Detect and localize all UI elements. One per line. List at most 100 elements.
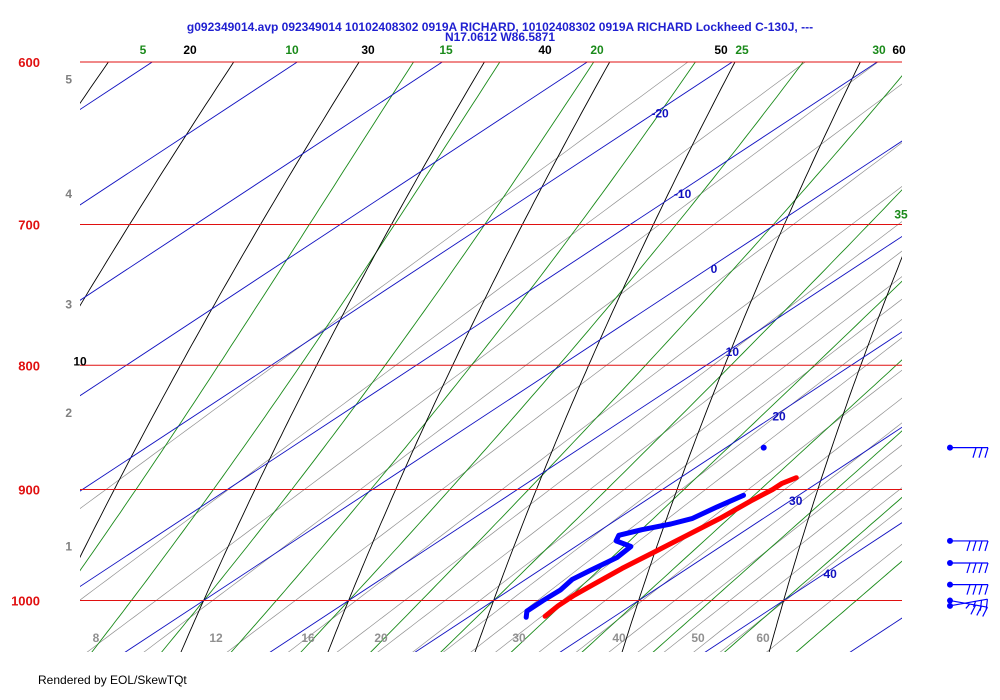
mixing-ratio-label: 40 xyxy=(612,631,626,645)
mixing-ratio-label: 60 xyxy=(756,631,770,645)
isobars xyxy=(80,61,902,602)
isotherm-label: -20 xyxy=(651,106,669,120)
mixing-ratio-line xyxy=(86,62,879,652)
altitude-label: 5 xyxy=(65,72,72,86)
wind-barb xyxy=(947,444,989,458)
mixing-ratio-line xyxy=(80,62,806,601)
isotherm-line xyxy=(704,522,902,652)
mixing-ratio-line xyxy=(143,83,902,652)
render-credit: Rendered by EOL/SkewTQt xyxy=(38,673,187,687)
mixing-ratio-line xyxy=(377,250,902,652)
mixing-ratio-line xyxy=(80,62,689,510)
wind-barb-flag xyxy=(984,584,989,595)
moist-adiabat-line xyxy=(724,496,902,652)
isotherm-label: 30 xyxy=(789,494,803,508)
wind-barb xyxy=(947,537,989,552)
isotherm-line xyxy=(269,235,902,652)
moist-adiabat-line xyxy=(80,62,415,572)
altitude-label: 2 xyxy=(65,406,72,420)
moist-adiabat-label: 30 xyxy=(872,43,886,57)
wind-barb-flag xyxy=(966,562,971,574)
dry-adiabat-label: 50 xyxy=(714,43,728,57)
dry-adiabat-line xyxy=(621,62,861,652)
dry-adiabat-line xyxy=(327,62,611,652)
wind-barb xyxy=(947,581,989,595)
pressure-label: 1000 xyxy=(11,594,40,609)
wind-barb xyxy=(947,559,989,574)
isotherm-line xyxy=(80,62,444,301)
mixing-ratio-label: 50 xyxy=(691,631,705,645)
mixing-ratio-line xyxy=(442,298,902,652)
mixing-ratio-line xyxy=(766,543,902,652)
pressure-label: 600 xyxy=(18,55,40,70)
wind-barb-flag xyxy=(970,604,977,615)
wind-barb-flag xyxy=(972,601,977,607)
moist-adiabat-line xyxy=(161,62,595,652)
mixing-ratio-label: 20 xyxy=(374,631,388,645)
altitude-label: 1 xyxy=(65,539,72,553)
wind-barb-station xyxy=(947,444,953,451)
mixing-ratio-line xyxy=(495,337,902,652)
wind-barb-flag xyxy=(972,562,977,574)
dry-adiabat-line xyxy=(80,62,360,559)
moist-adiabat-label: 25 xyxy=(735,43,749,57)
isotherms xyxy=(80,62,902,652)
mixing-ratio-line xyxy=(412,276,902,652)
wind-barb-station xyxy=(947,559,953,566)
chart-location: N17.0612 W86.5871 xyxy=(444,30,556,44)
mixing-ratio-label: 30 xyxy=(512,631,526,645)
isotherm-line xyxy=(80,62,879,588)
moist-adiabat-line xyxy=(370,75,902,652)
wind-barb-station xyxy=(947,537,953,544)
moist-adiabat-label: 35 xyxy=(894,208,908,222)
moist-adiabat-label: 15 xyxy=(439,43,453,57)
altitude-label: 3 xyxy=(65,297,72,311)
dry-adiabats xyxy=(80,62,902,652)
mixing-ratio-line xyxy=(608,422,902,652)
wind-barb-flag xyxy=(985,599,989,610)
moist-adiabat-line xyxy=(652,430,902,652)
temperature-trace xyxy=(542,475,799,619)
moist-adiabat-line xyxy=(300,62,804,652)
moist-adiabat-label: 20 xyxy=(590,43,604,57)
wind-barb-flag xyxy=(984,540,989,552)
dry-adiabat-label: 30 xyxy=(361,43,375,57)
moist-adiabat-line xyxy=(581,359,902,652)
isotherm-label: 10 xyxy=(726,345,740,359)
wind-barb-flag xyxy=(978,562,983,574)
moist-adiabat-line xyxy=(510,280,902,652)
isotherm-line xyxy=(80,62,299,206)
wind-barb-flag xyxy=(978,540,983,552)
wind-barb-flag xyxy=(972,584,977,595)
wind-barb-station xyxy=(947,581,953,588)
sounding-traces xyxy=(523,444,799,620)
isotherm-line xyxy=(80,62,734,492)
wind-barb-flag xyxy=(966,584,971,595)
mixing-ratio-label: 12 xyxy=(209,631,223,645)
moist-adiabat-line xyxy=(440,189,902,652)
wind-barb-flag xyxy=(972,540,977,552)
mixing-ratio-line xyxy=(693,487,902,652)
dewpoint-trace xyxy=(523,492,746,620)
isotherm-label: 40 xyxy=(823,567,837,581)
mixing-ratio-line xyxy=(336,221,902,652)
dry-adiabat-label: 40 xyxy=(538,43,552,57)
wind-barb-flag xyxy=(965,603,971,609)
mixing-ratio-line xyxy=(470,318,902,652)
wind-barb xyxy=(947,598,989,611)
dry-adiabat-line xyxy=(80,62,109,105)
isotherm-line xyxy=(80,62,154,111)
mixing-ratio-line xyxy=(663,464,902,652)
dry-adiabat-label: 60 xyxy=(892,43,906,57)
wind-barb-flag xyxy=(978,447,983,458)
mixing-ratio-label: 16 xyxy=(301,631,315,645)
mixing-ratio-label: 8 xyxy=(93,631,100,645)
moist-adiabat-line xyxy=(230,62,696,652)
isotherm-line xyxy=(124,140,902,652)
mixing-ratio-line xyxy=(287,185,902,652)
isotherm-label: 0 xyxy=(711,262,718,276)
wind-barb-flag xyxy=(972,447,977,458)
isotherm-label: 20 xyxy=(772,410,786,424)
moist-adiabat-label: 10 xyxy=(285,43,299,57)
